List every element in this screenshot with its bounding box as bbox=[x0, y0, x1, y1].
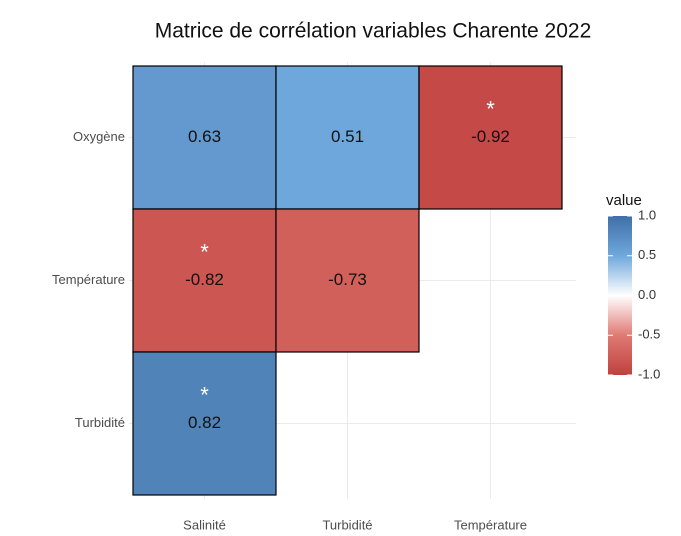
x-tick-label: Salinité bbox=[183, 517, 226, 532]
cell-label: -0.82 bbox=[185, 270, 224, 289]
color-tick-label: 0.0 bbox=[638, 287, 656, 302]
cell-label: 0.51 bbox=[331, 127, 364, 146]
cell-label: 0.82 bbox=[188, 413, 221, 432]
x-tick-label: Température bbox=[454, 517, 527, 532]
color-tick-label: -0.5 bbox=[638, 327, 660, 342]
x-tick-label: Turbidité bbox=[322, 517, 372, 532]
cell bbox=[275, 208, 420, 353]
cell bbox=[132, 351, 277, 496]
significance-star: * bbox=[486, 96, 495, 121]
cell-label: -0.92 bbox=[471, 127, 510, 146]
legend-title: value bbox=[606, 192, 642, 209]
cell-label: 0.63 bbox=[188, 127, 221, 146]
cell bbox=[132, 208, 277, 353]
color-tick-label: 0.5 bbox=[638, 247, 656, 262]
chart-title: Matrice de corrélation variables Charent… bbox=[155, 20, 592, 43]
cell bbox=[418, 65, 563, 210]
y-tick-label: Oxygène bbox=[73, 129, 125, 144]
y-tick-label: Température bbox=[52, 272, 125, 287]
color-tick-label: -1.0 bbox=[638, 366, 660, 381]
cell-label: -0.73 bbox=[328, 270, 367, 289]
significance-star: * bbox=[200, 382, 209, 407]
y-tick-label: Turbidité bbox=[75, 415, 125, 430]
significance-star: * bbox=[200, 239, 209, 264]
color-tick-label: 1.0 bbox=[638, 207, 656, 222]
